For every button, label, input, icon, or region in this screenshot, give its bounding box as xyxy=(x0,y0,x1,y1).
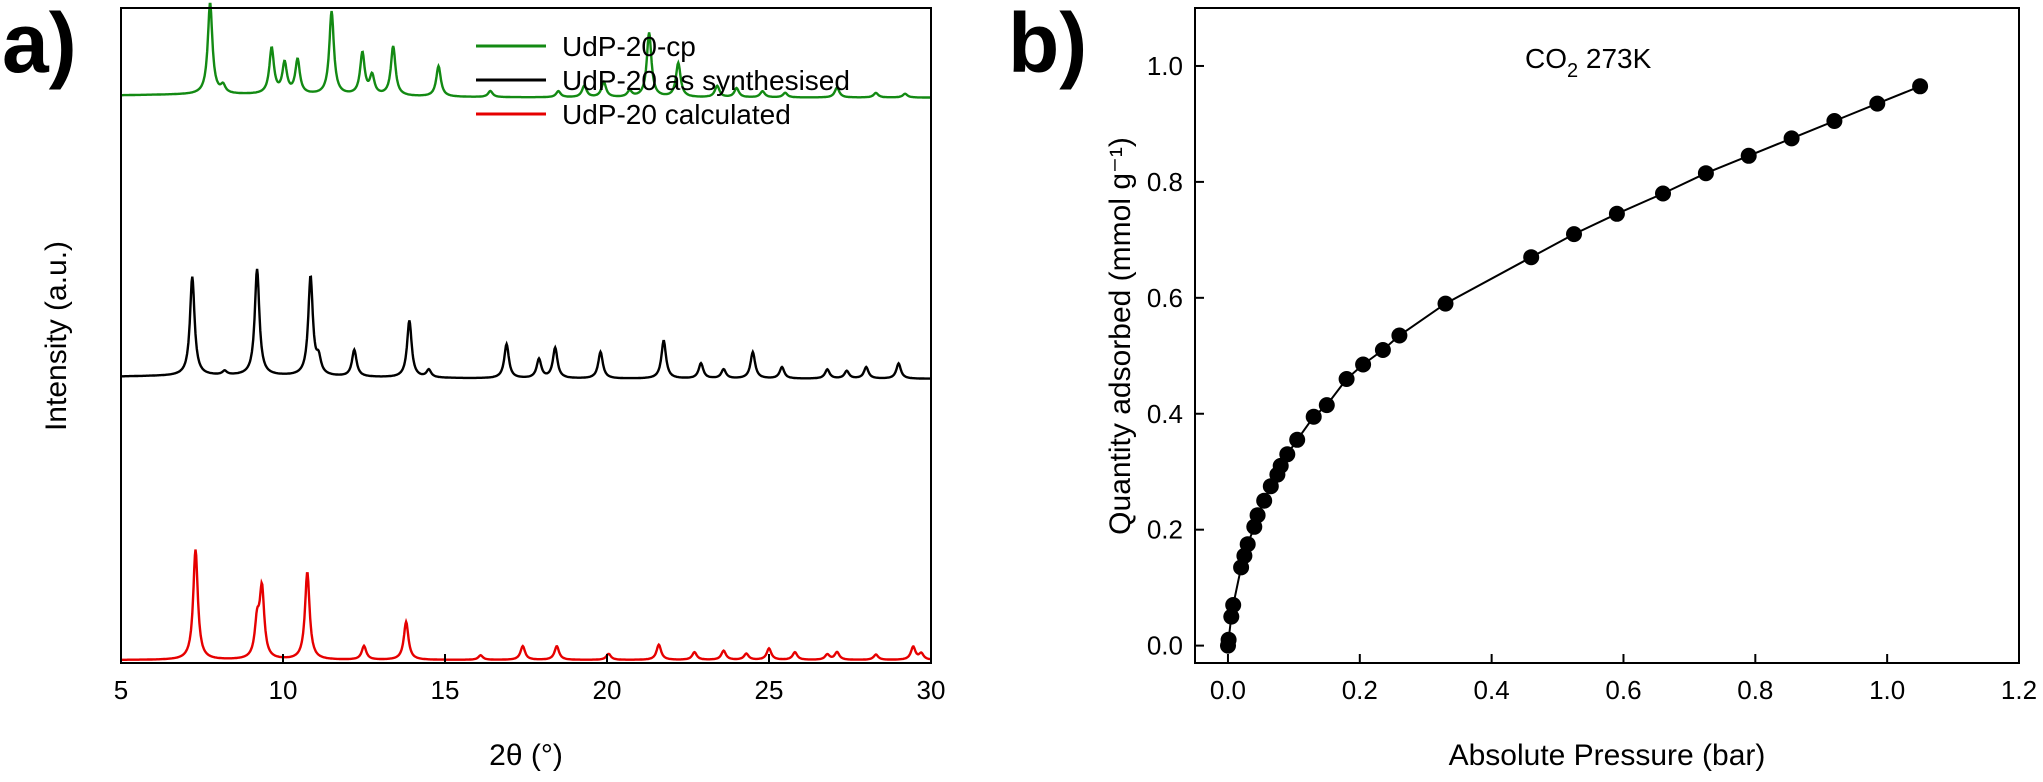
panel-b-y-ticks: 0.0 0.2 0.4 0.6 0.8 1.0 xyxy=(1147,51,1204,661)
data-point xyxy=(1374,342,1391,358)
panel-a-x-axis-title: 2θ (°) xyxy=(489,739,563,772)
data-point xyxy=(1523,249,1540,266)
data-point xyxy=(1566,226,1582,243)
panel-b-y-axis-title: Quantity adsorbed (mmol g⁻¹) xyxy=(1104,137,1137,535)
isotherm-points xyxy=(1220,78,1929,654)
y-tick-label: 0.8 xyxy=(1147,167,1183,197)
trace-3 xyxy=(121,549,932,661)
data-point xyxy=(1220,631,1237,648)
panel-a-frame xyxy=(120,7,932,664)
annotation-subscript: 2 xyxy=(1567,60,1578,82)
x-tick-label: 30 xyxy=(917,675,946,705)
x-tick-label: 5 xyxy=(114,675,128,705)
trace-1 xyxy=(121,2,931,99)
panel-a-y-axis-title: Intensity (a.u.) xyxy=(40,241,73,431)
y-tick-label: 0.0 xyxy=(1147,631,1183,661)
x-tick-label: 20 xyxy=(593,675,622,705)
x-tick-label: 1.2 xyxy=(2001,675,2037,705)
data-point xyxy=(1437,295,1454,312)
panel-b-annotation: CO2 273K xyxy=(1525,43,1652,82)
data-point xyxy=(1869,95,1886,112)
data-point xyxy=(1355,356,1372,373)
y-tick-label: 0.6 xyxy=(1147,283,1183,313)
trace-2 xyxy=(121,268,931,380)
data-point xyxy=(1318,397,1335,414)
data-point xyxy=(1256,492,1273,509)
x-tick-label: 10 xyxy=(269,675,298,705)
legend-label-3: UdP-20 calculated xyxy=(562,99,791,130)
data-point xyxy=(1279,446,1296,463)
data-point xyxy=(1783,130,1800,147)
panel-b-isotherm: b) 0.0 0.2 0.4 0.6 0.8 1.0 1.2 0.0 0.2 0.4 0.6 0.8… xyxy=(1008,0,2037,772)
xrd-traces xyxy=(121,2,932,661)
data-point xyxy=(1239,536,1256,553)
data-point xyxy=(1608,205,1625,222)
data-point xyxy=(1338,371,1355,387)
y-tick-label: 0.2 xyxy=(1147,515,1183,545)
annotation-main: CO xyxy=(1525,43,1567,74)
data-point xyxy=(1912,78,1929,95)
data-point xyxy=(1249,507,1266,524)
isotherm-connecting-line xyxy=(1227,85,1921,646)
x-tick-label: 25 xyxy=(755,675,784,705)
y-tick-label: 0.4 xyxy=(1147,399,1183,429)
annotation-rest: 273K xyxy=(1578,43,1651,74)
data-point xyxy=(1697,165,1714,182)
panel-b-frame xyxy=(1194,7,2020,664)
y-tick-label: 1.0 xyxy=(1147,51,1183,81)
panel-a-xrd: a) 5 10 15 20 25 30 2θ (°) Intensity (a.u.) U… xyxy=(2,0,945,772)
data-point xyxy=(1289,431,1306,448)
x-tick-label: 0.0 xyxy=(1210,675,1246,705)
data-point xyxy=(1262,478,1279,495)
panel-b-x-ticks: 0.0 0.2 0.4 0.6 0.8 1.0 1.2 xyxy=(1210,654,2037,705)
panel-b-letter: b) xyxy=(1008,0,1087,90)
panel-b-x-axis-title: Absolute Pressure (bar) xyxy=(1449,739,1766,772)
legend-label-1: UdP-20-cp xyxy=(562,31,696,62)
panel-a-x-ticks: 5 10 15 20 25 30 xyxy=(114,654,946,705)
panel-a-letter: a) xyxy=(2,0,77,90)
x-tick-label: 0.2 xyxy=(1342,675,1378,705)
data-point xyxy=(1391,327,1408,344)
data-point xyxy=(1655,185,1671,202)
data-point xyxy=(1225,597,1242,613)
x-tick-label: 15 xyxy=(431,675,460,705)
x-tick-label: 0.4 xyxy=(1474,675,1510,705)
isotherm-line xyxy=(1227,85,1921,646)
data-point xyxy=(1272,457,1289,474)
x-tick-label: 1.0 xyxy=(1869,675,1905,705)
legend-label-2: UdP-20 as synthesised xyxy=(562,65,850,96)
x-tick-label: 0.8 xyxy=(1737,675,1773,705)
data-point xyxy=(1826,113,1843,129)
x-tick-label: 0.6 xyxy=(1605,675,1641,705)
data-point xyxy=(1305,408,1322,425)
data-point xyxy=(1740,147,1757,164)
